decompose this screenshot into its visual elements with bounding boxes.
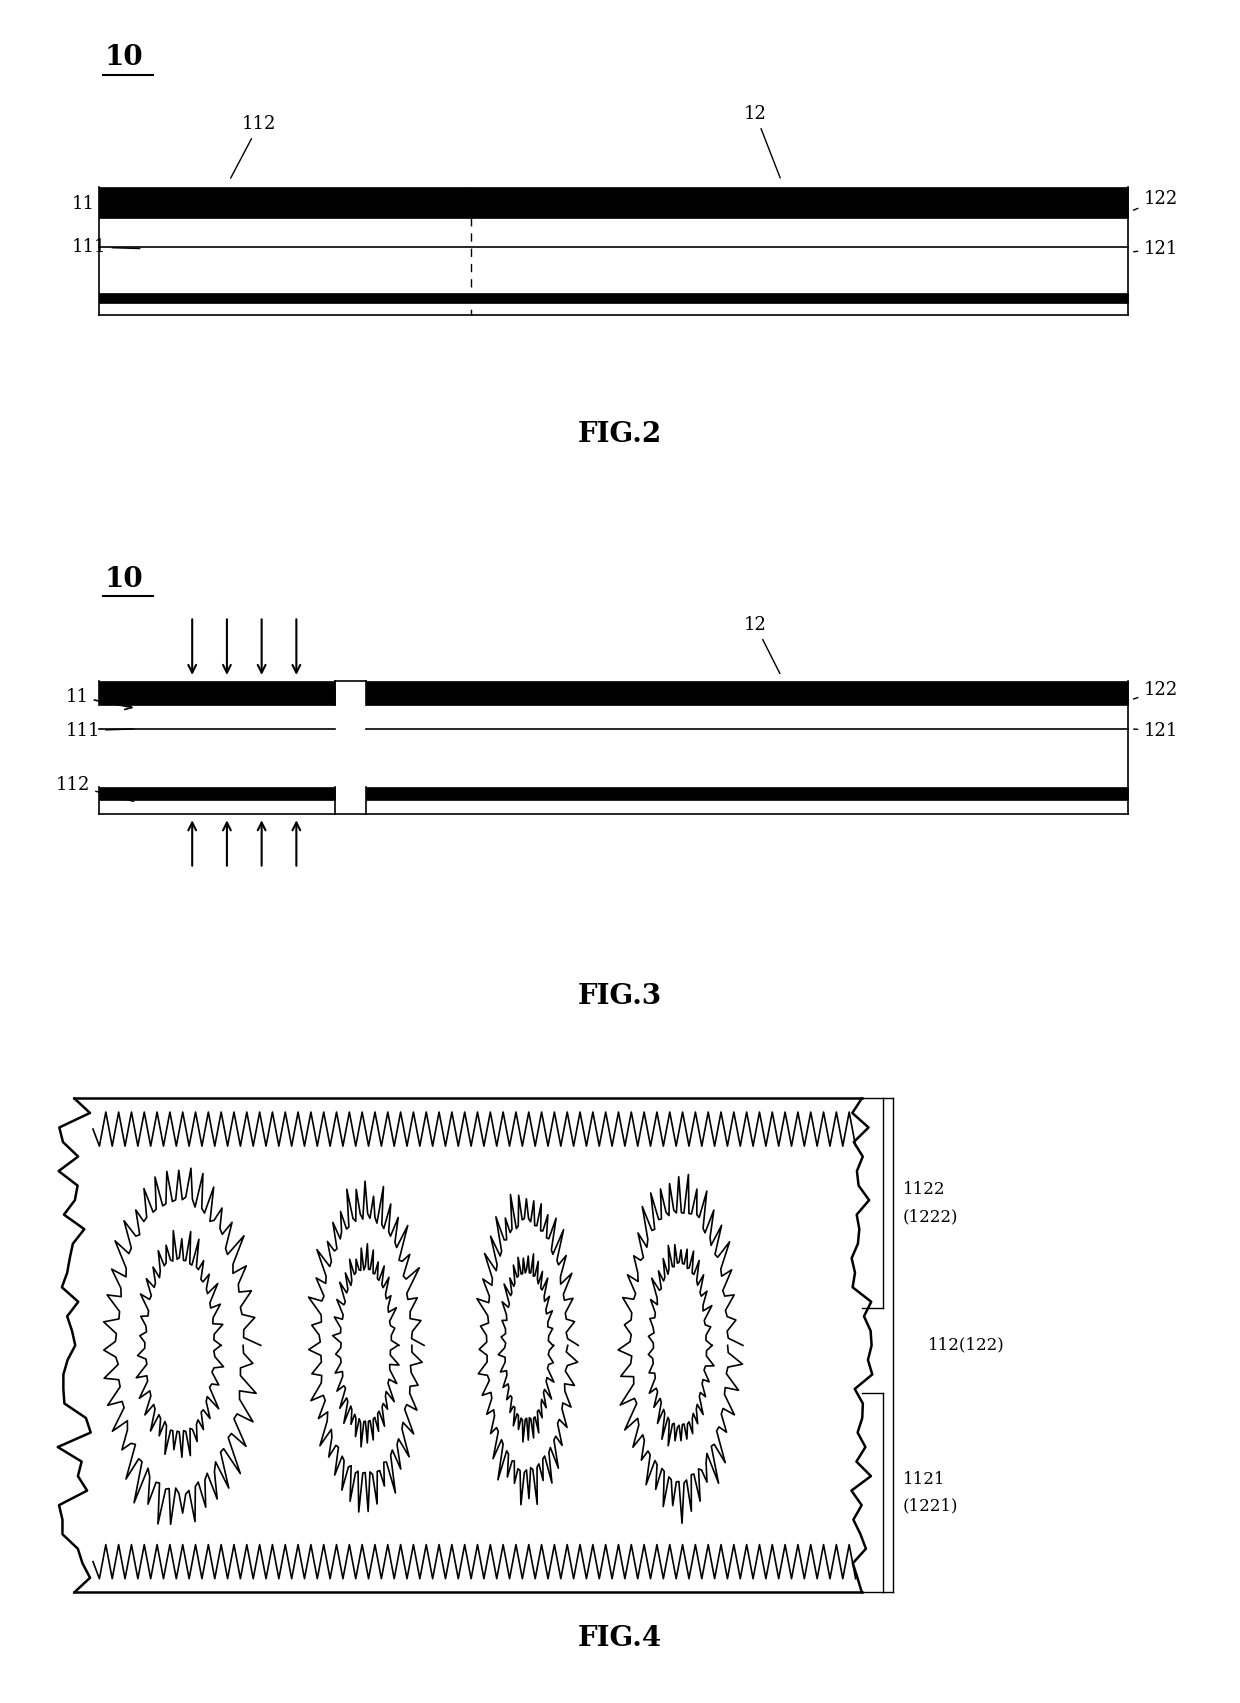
Text: FIG.4: FIG.4 <box>578 1625 662 1652</box>
Polygon shape <box>366 787 1128 800</box>
Text: 121: 121 <box>1133 722 1178 739</box>
Text: 10: 10 <box>104 44 144 72</box>
Text: 112: 112 <box>231 116 277 179</box>
Text: 12: 12 <box>744 616 780 674</box>
Text: 122: 122 <box>1133 191 1178 209</box>
Text: FIG.2: FIG.2 <box>578 421 662 448</box>
Polygon shape <box>99 187 1128 218</box>
Text: 112(122): 112(122) <box>928 1337 1004 1354</box>
Text: 111: 111 <box>72 238 140 255</box>
Text: (1221): (1221) <box>903 1499 959 1514</box>
Polygon shape <box>99 293 1128 303</box>
Text: 11: 11 <box>72 196 138 216</box>
Text: 11: 11 <box>66 688 131 710</box>
Text: 1121: 1121 <box>903 1471 945 1487</box>
Text: 12: 12 <box>744 106 780 177</box>
Text: 122: 122 <box>1133 681 1178 698</box>
Text: FIG.3: FIG.3 <box>578 983 662 1010</box>
Text: 10: 10 <box>104 565 144 593</box>
Text: (1222): (1222) <box>903 1209 959 1224</box>
Polygon shape <box>99 787 335 800</box>
Text: 112: 112 <box>56 777 134 802</box>
Polygon shape <box>99 681 335 705</box>
Polygon shape <box>366 681 1128 705</box>
Text: 121: 121 <box>1133 240 1178 257</box>
Text: 111: 111 <box>66 722 134 739</box>
Text: 1122: 1122 <box>903 1182 945 1197</box>
